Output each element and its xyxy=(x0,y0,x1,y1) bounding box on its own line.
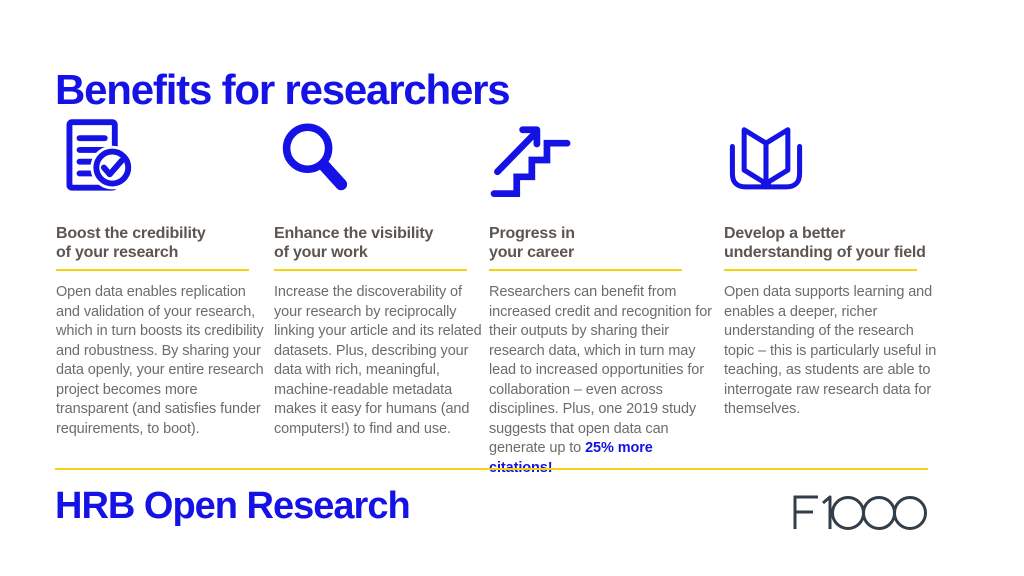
body-text: Increase the discoverability of your res… xyxy=(274,284,482,437)
heading-underline xyxy=(724,269,917,271)
brand-title: HRB Open Research xyxy=(55,485,411,527)
heading-line: your career xyxy=(489,244,574,261)
heading-underline xyxy=(56,269,249,271)
body-highlight: 25% more citations! xyxy=(489,440,653,476)
heading-line: understanding of your field xyxy=(724,244,926,261)
heading-line: Develop a better xyxy=(724,225,846,242)
f1000-logo xyxy=(793,495,927,530)
heading-line: Enhance the visibility xyxy=(274,225,434,242)
benefit-column-credibility: Boost the credibility of your research O… xyxy=(56,116,268,439)
heading-line: of your work xyxy=(274,244,368,261)
benefit-body: Researchers can benefit from increased c… xyxy=(489,283,715,478)
body-text: Open data supports learning and enables … xyxy=(724,284,937,417)
stairs-arrow-icon xyxy=(489,116,715,224)
benefit-heading: Progress in your career xyxy=(489,224,715,262)
magnifier-icon xyxy=(274,116,488,224)
heading-line: Boost the credibility xyxy=(56,225,206,242)
open-book-icon xyxy=(724,116,938,224)
benefit-heading: Enhance the visibility of your work xyxy=(274,224,488,262)
document-check-icon xyxy=(56,116,268,224)
heading-underline xyxy=(489,269,682,271)
footer-divider xyxy=(55,468,928,470)
benefit-heading: Develop a better understanding of your f… xyxy=(724,224,938,262)
benefit-column-visibility: Enhance the visibility of your work Incr… xyxy=(274,116,488,439)
body-text: Open data enables replication and valida… xyxy=(56,284,264,437)
heading-line: of your research xyxy=(56,244,179,261)
benefit-column-understanding: Develop a better understanding of your f… xyxy=(724,116,938,420)
body-text: Researchers can benefit from increased c… xyxy=(489,284,712,456)
benefit-column-career: Progress in your career Researchers can … xyxy=(489,116,715,478)
heading-underline xyxy=(274,269,467,271)
benefit-body: Open data enables replication and valida… xyxy=(56,283,268,439)
heading-line: Progress in xyxy=(489,225,575,242)
page-title: Benefits for researchers xyxy=(55,66,511,114)
benefit-body: Open data supports learning and enables … xyxy=(724,283,938,420)
benefit-body: Increase the discoverability of your res… xyxy=(274,283,488,439)
benefit-heading: Boost the credibility of your research xyxy=(56,224,268,262)
